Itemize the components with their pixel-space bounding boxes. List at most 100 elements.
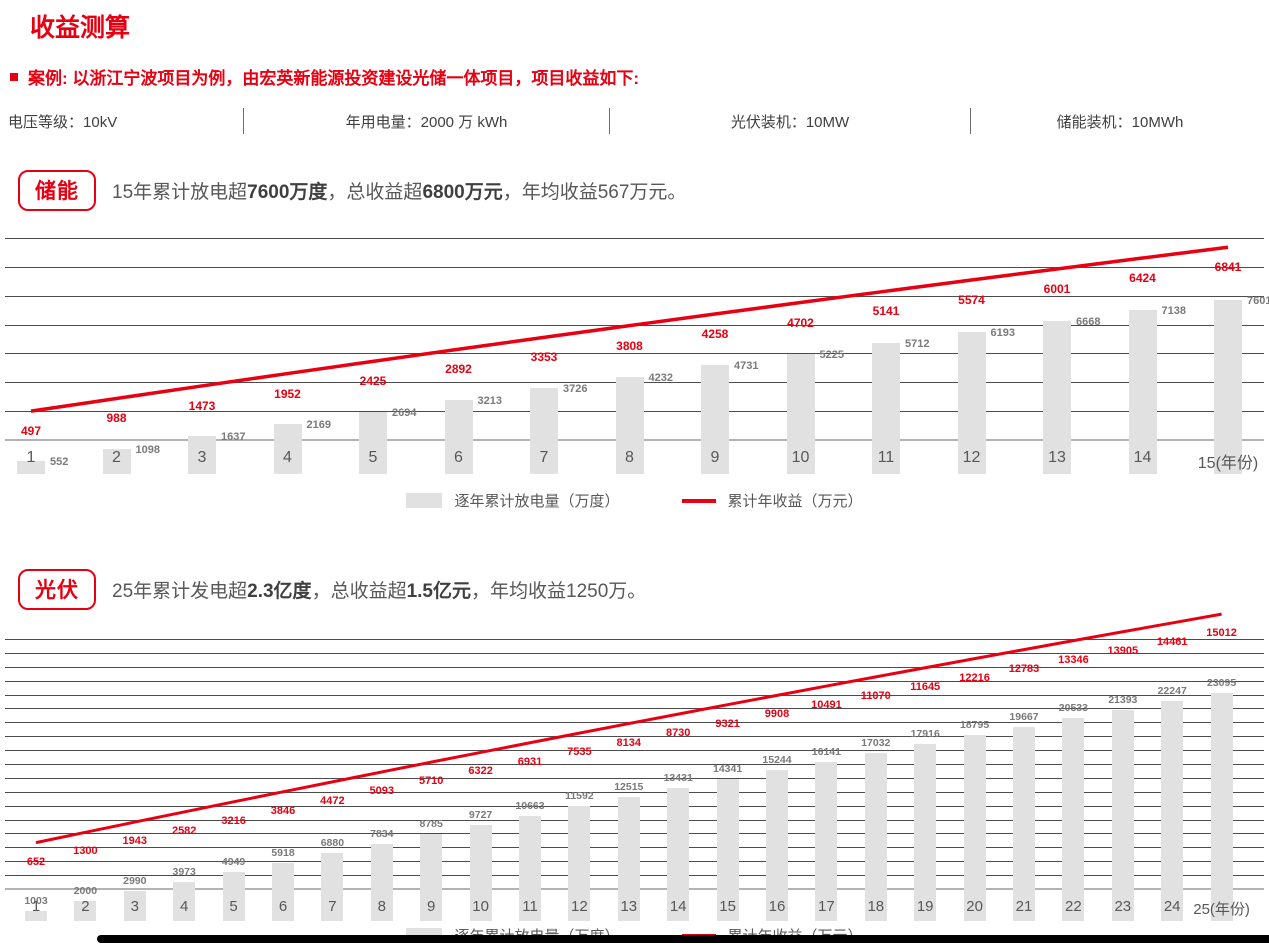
line-value-label: 2582 <box>171 824 197 837</box>
line-value-label: 6424 <box>1129 271 1156 286</box>
gridline <box>5 666 1264 668</box>
param-storage-capacity-value: 10MWh <box>1131 113 1184 131</box>
summary-text: ，总收益超 <box>327 181 423 203</box>
bar <box>272 862 294 921</box>
bar <box>123 891 146 921</box>
bar-value-label: 2169 <box>306 419 331 432</box>
gridline <box>5 680 1264 682</box>
storage-chart: 552 1098 1637 2169 2694 3213 3726 4232 4731 5225 5… <box>5 238 1269 474</box>
line-value-label: 1300 <box>73 845 98 858</box>
gridline <box>5 764 1264 765</box>
bar-value-label: 10663 <box>515 799 545 812</box>
bar-value-label: 12515 <box>614 781 644 794</box>
pv-chart: 1003 2000 2990 3973 4949 5918 6880 7834 8785 9727… <box>5 612 1264 921</box>
bar <box>222 872 245 921</box>
x-axis-label: 4 <box>283 449 292 466</box>
line-value-label: 5093 <box>369 784 395 797</box>
line-value-label: 10491 <box>811 699 842 712</box>
bar-value-label: 4949 <box>221 856 246 869</box>
x-axis-label: 2 <box>81 898 90 915</box>
line-value-label: 5710 <box>418 775 444 788</box>
line-value-label: 11070 <box>860 689 891 702</box>
line-value-label: 6931 <box>517 755 543 768</box>
bar <box>864 752 887 921</box>
bar-value-label: 2000 <box>73 885 98 898</box>
gridline <box>5 694 1264 696</box>
param-voltage: 电压等级：10kV <box>8 111 243 132</box>
summary-text: ，年均收益567万元。 <box>502 181 687 203</box>
line-value-label: 13346 <box>1058 653 1089 666</box>
bar <box>914 743 937 921</box>
bar-value-label: 2990 <box>123 875 147 888</box>
gridline <box>5 652 1264 654</box>
bar <box>617 797 640 921</box>
bar-value-label: 1637 <box>221 431 246 444</box>
x-axis-label: 7 <box>328 898 337 915</box>
x-axis-label: 24 <box>1163 898 1181 915</box>
bar <box>963 735 986 921</box>
line-value-label: 5574 <box>958 293 985 308</box>
x-axis-label: 3 <box>197 449 207 466</box>
storage-badge: 储能 <box>18 169 96 211</box>
x-axis-label: 9 <box>427 898 436 915</box>
line-value-label: 8134 <box>616 736 642 749</box>
page-title: 收益测算 <box>30 14 131 42</box>
x-axis-label: 6 <box>278 898 288 915</box>
x-axis-label: 7 <box>539 449 549 466</box>
bar-value-label: 7138 <box>1161 305 1186 318</box>
param-annual-usage-value: 2000 万 kWh <box>420 113 508 131</box>
param-pv-capacity-value: 10MW <box>805 113 850 131</box>
param-annual-usage: 年用电量：2000 万 kWh <box>244 111 609 132</box>
x-axis-label: 6 <box>454 449 463 466</box>
gridline <box>5 750 1264 752</box>
x-axis-label: 23 <box>1114 898 1132 915</box>
line-value-label: 4472 <box>320 794 345 807</box>
x-axis-label: 12 <box>571 898 588 915</box>
summary-text: ，年均收益1250万。 <box>471 580 647 602</box>
bar-value-label: 2694 <box>392 407 417 420</box>
x-axis-label: 9 <box>710 449 720 466</box>
summary-text: ，总收益超 <box>311 580 407 602</box>
line-value-label: 6001 <box>1043 281 1071 296</box>
bar <box>1013 726 1035 921</box>
bar <box>469 824 492 921</box>
bar <box>17 461 45 474</box>
x-axis-label: 2 <box>112 449 121 466</box>
x-axis-label: 17 <box>818 898 835 915</box>
pv-section-header: 光伏 25年累计发电超2.3亿度，总收益超1.5亿元，年均收益1250万。 <box>18 567 1269 611</box>
param-storage-capacity-label: 储能装机： <box>1056 113 1132 131</box>
summary-highlight: 2.3亿度 <box>247 580 312 602</box>
line-value-label: 3846 <box>270 804 296 817</box>
line-value-label: 1952 <box>274 386 301 401</box>
bar <box>188 436 216 474</box>
bar-legend-swatch <box>406 493 443 508</box>
line-value-label: 3216 <box>221 814 246 827</box>
bar-value-label: 22247 <box>1157 685 1187 698</box>
bar <box>786 354 815 474</box>
x-axis-label: 13 <box>620 898 638 915</box>
line-value-label: 1943 <box>122 835 148 848</box>
bar <box>273 424 302 474</box>
x-axis-label: 14 <box>1133 449 1152 466</box>
x-axis-label: 25(年份) <box>1193 901 1250 918</box>
line-value-label: 11645 <box>910 680 941 693</box>
x-axis-label: 14 <box>669 898 687 915</box>
bar <box>1128 310 1157 474</box>
bar-value-label: 1098 <box>135 443 160 456</box>
bar <box>1214 299 1242 474</box>
x-axis-label: 12 <box>962 449 981 466</box>
revenue-line <box>30 245 1229 413</box>
pv-summary: 25年累计发电超2.3亿度，总收益超1.5亿元，年均收益1250万。 <box>112 576 646 603</box>
line-value-label: 6841 <box>1214 260 1242 275</box>
summary-text: 15年累计放电超 <box>112 181 248 203</box>
line-value-label: 2425 <box>359 374 387 389</box>
x-axis-label: 15 <box>719 898 736 915</box>
x-axis-label: 18 <box>867 898 885 915</box>
bar-value-label: 6668 <box>1076 315 1101 328</box>
line-value-label: 3808 <box>616 338 643 353</box>
line-value-label: 7535 <box>567 746 592 759</box>
line-value-label: 15012 <box>1206 627 1237 640</box>
x-axis-label: 3 <box>130 898 139 915</box>
param-voltage-label: 电压等级： <box>8 113 84 131</box>
gridline <box>5 791 1264 793</box>
